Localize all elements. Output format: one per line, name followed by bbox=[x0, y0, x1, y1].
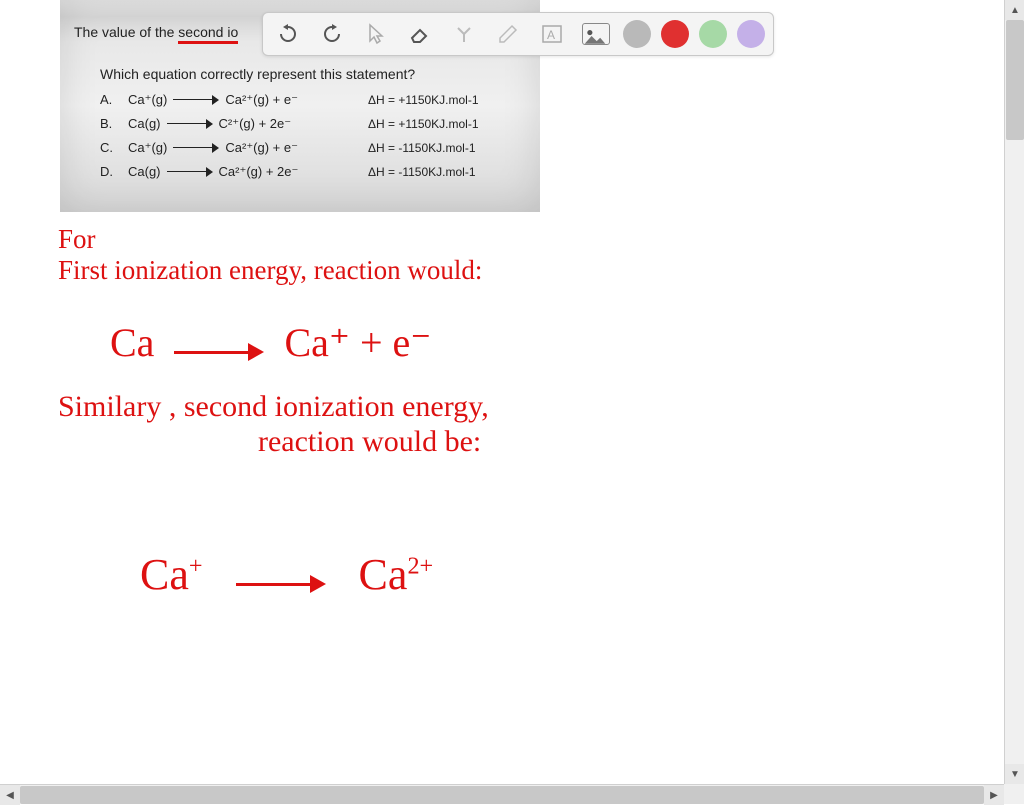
vertical-scroll-thumb[interactable] bbox=[1006, 20, 1024, 140]
vertical-scrollbar[interactable]: ▲ ▼ bbox=[1004, 0, 1024, 784]
handwritten-line: reaction would be: bbox=[258, 425, 978, 460]
reaction-arrow-icon bbox=[167, 119, 213, 129]
option-equation: Ca(g) C²⁺(g) + 2e⁻ bbox=[128, 116, 368, 132]
scrollbar-corner bbox=[1004, 784, 1024, 804]
option-equation: Ca⁺(g) Ca²⁺(g) + e⁻ bbox=[128, 92, 368, 108]
option-rhs: Ca²⁺(g) + e⁻ bbox=[225, 140, 298, 156]
option-equation: Ca⁺(g) Ca²⁺(g) + e⁻ bbox=[128, 140, 368, 156]
question-title-prefix: The value of the bbox=[74, 24, 178, 40]
color-green-button[interactable] bbox=[699, 20, 727, 48]
color-gray-button[interactable] bbox=[623, 20, 651, 48]
option-label: C. bbox=[100, 140, 128, 155]
hw-eq-lhs: Ca bbox=[110, 320, 154, 365]
option-lhs: Ca⁺(g) bbox=[128, 140, 167, 156]
color-red-button[interactable] bbox=[661, 20, 689, 48]
handwritten-line: Similary , second ionization energy, bbox=[58, 390, 978, 425]
hw-eq-lhs: Ca+ bbox=[140, 550, 203, 599]
option-rhs: Ca²⁺(g) + e⁻ bbox=[225, 92, 298, 108]
option-label: B. bbox=[100, 116, 128, 131]
option-enthalpy: ΔH = +1150KJ.mol-1 bbox=[368, 117, 479, 131]
undo-button[interactable] bbox=[271, 17, 305, 51]
eraser-tool-button[interactable] bbox=[403, 17, 437, 51]
option-enthalpy: ΔH = +1150KJ.mol-1 bbox=[368, 93, 479, 107]
pen-tool-button[interactable] bbox=[491, 17, 525, 51]
redo-icon bbox=[320, 22, 344, 46]
option-enthalpy: ΔH = -1150KJ.mol-1 bbox=[368, 141, 476, 155]
question-subtitle: Which equation correctly represent this … bbox=[100, 66, 526, 82]
pointer-tool-button[interactable] bbox=[359, 17, 393, 51]
handwritten-arrow-icon bbox=[174, 337, 264, 357]
question-options: A. Ca⁺(g) Ca²⁺(g) + e⁻ ΔH = +1150KJ.mol-… bbox=[100, 92, 526, 180]
option-row: D. Ca(g) Ca²⁺(g) + 2e⁻ ΔH = -1150KJ.mol-… bbox=[100, 164, 526, 180]
image-icon bbox=[582, 23, 610, 45]
option-label: D. bbox=[100, 164, 128, 179]
handwritten-line: For bbox=[58, 224, 978, 255]
option-lhs: Ca(g) bbox=[128, 116, 161, 131]
option-rhs: Ca²⁺(g) + 2e⁻ bbox=[219, 164, 299, 180]
redo-button[interactable] bbox=[315, 17, 349, 51]
scroll-right-button[interactable]: ▶ bbox=[984, 785, 1004, 805]
tools-button[interactable] bbox=[447, 17, 481, 51]
image-insert-button[interactable] bbox=[579, 17, 613, 51]
scroll-up-button[interactable]: ▲ bbox=[1005, 0, 1024, 20]
cursor-icon bbox=[364, 22, 388, 46]
scroll-left-button[interactable]: ◀ bbox=[0, 785, 20, 805]
handwritten-equation: Ca Ca⁺ + e⁻ bbox=[110, 320, 431, 366]
reaction-arrow-icon bbox=[167, 167, 213, 177]
question-title-underlined: second io bbox=[178, 24, 238, 44]
reaction-arrow-icon bbox=[173, 95, 219, 105]
scroll-down-button[interactable]: ▼ bbox=[1005, 764, 1024, 784]
undo-icon bbox=[276, 22, 300, 46]
handwritten-arrow-icon bbox=[236, 569, 326, 589]
hw-eq-rhs: Ca⁺ + e⁻ bbox=[284, 320, 431, 365]
option-lhs: Ca(g) bbox=[128, 164, 161, 179]
option-row: A. Ca⁺(g) Ca²⁺(g) + e⁻ ΔH = +1150KJ.mol-… bbox=[100, 92, 526, 108]
horizontal-scroll-thumb[interactable] bbox=[20, 786, 984, 804]
svg-text:A: A bbox=[547, 28, 555, 42]
option-row: B. Ca(g) C²⁺(g) + 2e⁻ ΔH = +1150KJ.mol-1 bbox=[100, 116, 526, 132]
eraser-icon bbox=[408, 22, 432, 46]
option-label: A. bbox=[100, 92, 128, 107]
whiteboard-canvas[interactable]: The value of the second io Which equatio… bbox=[0, 0, 1004, 784]
handwritten-note: Similary , second ionization energy, rea… bbox=[58, 390, 978, 459]
reaction-arrow-icon bbox=[173, 143, 219, 153]
option-row: C. Ca⁺(g) Ca²⁺(g) + e⁻ ΔH = -1150KJ.mol-… bbox=[100, 140, 526, 156]
wrench-icon bbox=[452, 22, 476, 46]
hw-eq-rhs: Ca2+ bbox=[359, 550, 434, 599]
pen-icon bbox=[496, 22, 520, 46]
option-rhs: C²⁺(g) + 2e⁻ bbox=[219, 116, 292, 132]
color-purple-button[interactable] bbox=[737, 20, 765, 48]
option-enthalpy: ΔH = -1150KJ.mol-1 bbox=[368, 165, 476, 179]
option-lhs: Ca⁺(g) bbox=[128, 92, 167, 108]
text-tool-button[interactable]: A bbox=[535, 17, 569, 51]
horizontal-scrollbar[interactable]: ◀ ▶ bbox=[0, 784, 1004, 804]
handwritten-line: First ionization energy, reaction would: bbox=[58, 255, 978, 286]
text-box-icon: A bbox=[540, 22, 564, 46]
option-equation: Ca(g) Ca²⁺(g) + 2e⁻ bbox=[128, 164, 368, 180]
handwritten-note: For First ionization energy, reaction wo… bbox=[58, 224, 978, 286]
annotation-toolbar: A bbox=[262, 12, 774, 56]
handwritten-equation: Ca+ Ca2+ bbox=[140, 550, 433, 601]
